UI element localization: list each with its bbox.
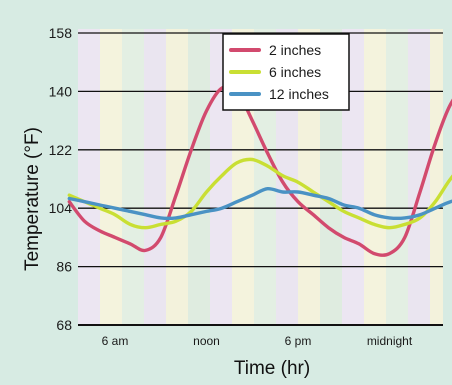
legend-label: 12 inches — [269, 86, 329, 102]
background-stripe — [364, 29, 386, 325]
legend-label: 6 inches — [269, 64, 321, 80]
x-tick-label: midnight — [367, 334, 413, 348]
series-lines — [67, 84, 452, 257]
x-tick-label: 6 am — [102, 334, 129, 348]
y-tick-label: 104 — [49, 200, 73, 216]
y-tick-label: 86 — [56, 259, 72, 275]
background-stripe — [408, 29, 430, 325]
gridlines — [78, 32, 443, 326]
legend-label: 2 inches — [269, 42, 321, 58]
background-stripe — [166, 29, 188, 325]
series-line-2 — [67, 157, 452, 230]
x-tick-label: 6 pm — [285, 334, 312, 348]
background-stripe — [386, 29, 408, 325]
x-tick-label: noon — [193, 334, 220, 348]
legend: 2 inches 6 inches 12 inches — [222, 33, 350, 111]
background-stripe — [144, 29, 166, 325]
y-axis-title: Temperature (°F) — [22, 127, 43, 271]
y-tick-label: 140 — [49, 83, 73, 99]
background-stripe — [430, 29, 443, 325]
series-line-1 — [67, 84, 452, 257]
background-stripe — [188, 29, 210, 325]
y-tick-label: 68 — [56, 317, 72, 333]
background-stripe — [100, 29, 122, 325]
x-axis-title: Time (hr) — [234, 358, 310, 379]
series-line-3 — [67, 186, 452, 221]
y-tick-labels: 68 86 104 122 140 158 — [49, 25, 73, 333]
y-tick-label: 122 — [49, 142, 73, 158]
y-tick-label: 158 — [49, 25, 73, 41]
background-stripe — [122, 29, 144, 325]
background-stripe — [78, 29, 100, 325]
